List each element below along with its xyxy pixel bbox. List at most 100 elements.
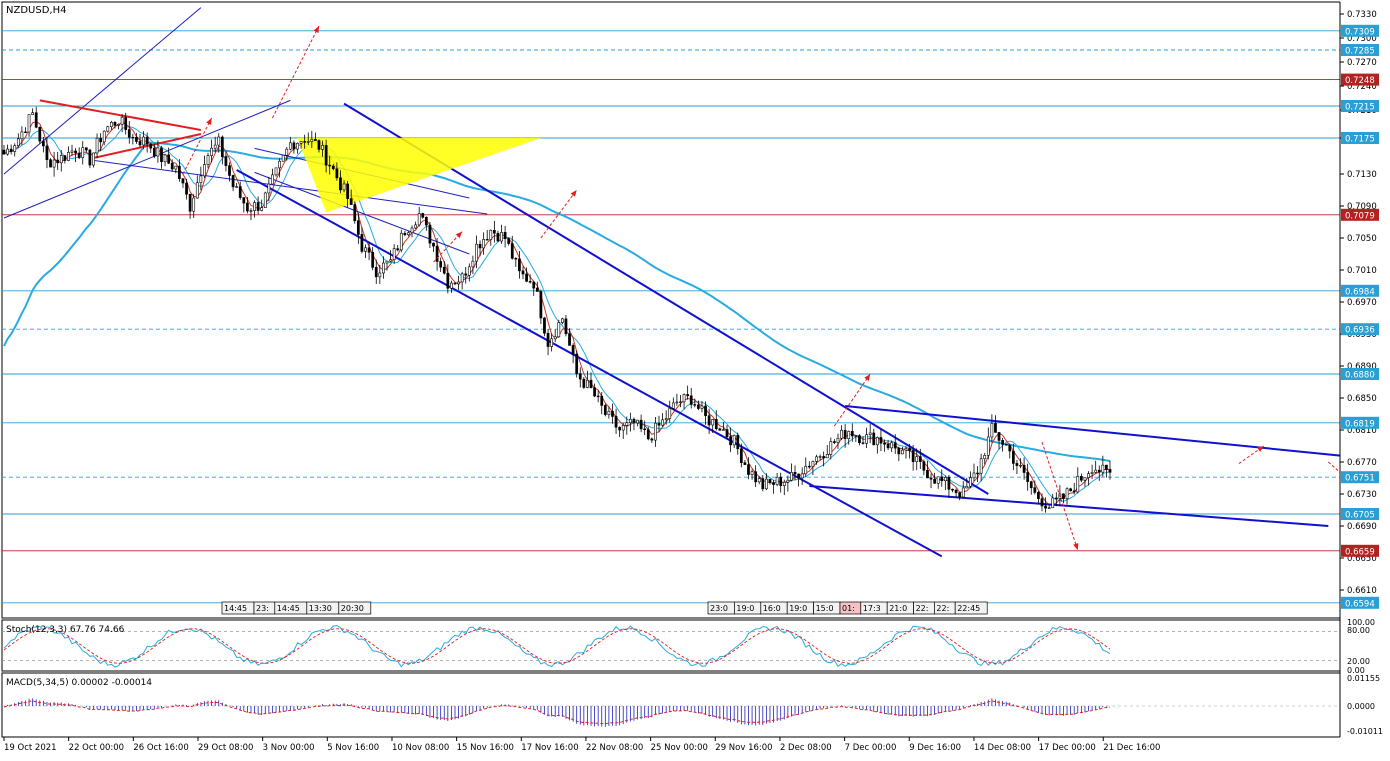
level-price-box-6 bbox=[1341, 284, 1379, 297]
candle-body-8 bbox=[31, 112, 35, 115]
level-price-label: 0.7285 bbox=[1345, 47, 1375, 57]
macd-tick-label: 0.01155 bbox=[1347, 674, 1380, 683]
candle-body-264 bbox=[947, 477, 951, 490]
candle-body-58 bbox=[210, 147, 213, 156]
price-tick-label: 0.6850 bbox=[1347, 394, 1377, 404]
stoch-tick-label: 0.00 bbox=[1347, 666, 1365, 675]
candle-body-101 bbox=[364, 247, 367, 252]
candle-body-224 bbox=[804, 465, 808, 475]
stoch-tick-label: 100.00 bbox=[1347, 618, 1375, 627]
candle-body-284 bbox=[1019, 465, 1022, 467]
candle-body-272 bbox=[976, 472, 979, 475]
candle-body-19 bbox=[70, 150, 74, 153]
dashed-arrow-head-6 bbox=[570, 190, 577, 197]
candle-body-62 bbox=[224, 156, 228, 166]
candle-body-254 bbox=[911, 450, 915, 462]
candle-body-187 bbox=[671, 402, 675, 409]
candle-body-133 bbox=[478, 243, 482, 249]
candle-body-44 bbox=[160, 147, 163, 163]
candle-body-14 bbox=[52, 159, 56, 168]
candle-body-110 bbox=[396, 248, 400, 251]
candle-body-211 bbox=[757, 478, 761, 483]
candle-body-71 bbox=[256, 202, 260, 211]
candle-body-35 bbox=[127, 129, 131, 138]
candle-body-168 bbox=[603, 405, 607, 415]
candle-body-2 bbox=[9, 148, 13, 152]
candle-body-33 bbox=[120, 116, 124, 125]
macd-signal-line bbox=[3, 700, 1111, 725]
candle-body-216 bbox=[775, 476, 779, 485]
candle-body-23 bbox=[84, 147, 88, 151]
candle-body-149 bbox=[535, 287, 539, 292]
candle-body-113 bbox=[407, 232, 410, 236]
candle-body-115 bbox=[414, 224, 417, 229]
candle-body-145 bbox=[521, 270, 525, 275]
candle-body-246 bbox=[883, 442, 886, 445]
candle-body-252 bbox=[904, 448, 908, 451]
candle-body-292 bbox=[1047, 507, 1051, 509]
candle-body-297 bbox=[1065, 488, 1069, 500]
candle-body-177 bbox=[636, 419, 639, 424]
candle-body-36 bbox=[131, 136, 135, 139]
candle-body-307 bbox=[1101, 464, 1105, 473]
level-price-label: 0.6880 bbox=[1345, 371, 1375, 381]
candle-body-183 bbox=[657, 422, 661, 426]
candle-body-15 bbox=[56, 159, 60, 164]
candle-body-81 bbox=[292, 142, 296, 150]
candle-body-118 bbox=[424, 216, 428, 226]
candle-body-70 bbox=[253, 202, 256, 211]
candle-body-141 bbox=[507, 238, 511, 244]
candle-body-213 bbox=[765, 478, 768, 490]
candle-body-229 bbox=[822, 456, 826, 459]
candle-body-104 bbox=[374, 267, 378, 278]
candle-body-205 bbox=[736, 435, 740, 450]
time-label-boxes: 14:45 23: 14:45 13:30 20:30 23:0 19:0 16:0 19:0 1… bbox=[221, 601, 988, 615]
candle-body-67 bbox=[242, 197, 246, 204]
candle-body-88 bbox=[317, 140, 321, 150]
candle-body-164 bbox=[589, 379, 593, 388]
candle-body-279 bbox=[1001, 440, 1004, 445]
candle-body-128 bbox=[460, 273, 464, 283]
candle-body-27 bbox=[99, 137, 103, 143]
macd-label: MACD(5,34,5) 0.00002 -0.00014 bbox=[6, 678, 152, 688]
candle-body-91 bbox=[328, 164, 332, 167]
candle-body-174 bbox=[625, 422, 629, 426]
candle-body-243 bbox=[872, 432, 876, 446]
candle-body-274 bbox=[983, 455, 987, 460]
candle-body-47 bbox=[170, 162, 174, 170]
candle-body-97 bbox=[349, 198, 353, 205]
level-price-label: 0.7248 bbox=[1345, 76, 1375, 86]
candle-body-184 bbox=[661, 419, 664, 426]
candle-body-63 bbox=[228, 165, 231, 176]
candles bbox=[2, 106, 1112, 513]
candle-body-306 bbox=[1097, 469, 1101, 473]
level-price-box-10 bbox=[1341, 471, 1379, 484]
candle-body-3 bbox=[13, 145, 17, 152]
candle-body-85 bbox=[306, 141, 310, 143]
candle-body-219 bbox=[786, 479, 790, 483]
candle-body-74 bbox=[267, 183, 271, 194]
candle-body-215 bbox=[772, 482, 775, 485]
candle-body-92 bbox=[331, 165, 335, 170]
time-box-label: 13:30 bbox=[309, 604, 332, 613]
candle-body-228 bbox=[818, 456, 822, 458]
macd-tick-label: 0.0000 bbox=[1347, 702, 1375, 711]
level-price-label: 0.7175 bbox=[1345, 135, 1375, 145]
dashed-arrow-head-1 bbox=[455, 231, 463, 239]
candle-body-300 bbox=[1076, 476, 1080, 493]
ma-faster-line bbox=[3, 121, 1111, 506]
time-box-1-10 bbox=[954, 601, 988, 615]
candle-body-122 bbox=[439, 261, 443, 268]
candle-body-84 bbox=[303, 141, 307, 143]
candle-body-37 bbox=[135, 137, 138, 142]
candle-body-49 bbox=[178, 165, 181, 179]
time-axis-label: 22 Nov 08:00 bbox=[586, 743, 643, 753]
candle-body-109 bbox=[392, 248, 396, 260]
dashed-arrow-head-5 bbox=[1257, 446, 1264, 452]
candle-body-236 bbox=[847, 431, 851, 439]
candle-body-82 bbox=[296, 143, 299, 150]
candle-body-198 bbox=[711, 419, 715, 426]
candle-body-131 bbox=[471, 260, 475, 268]
candle-body-194 bbox=[697, 404, 700, 409]
